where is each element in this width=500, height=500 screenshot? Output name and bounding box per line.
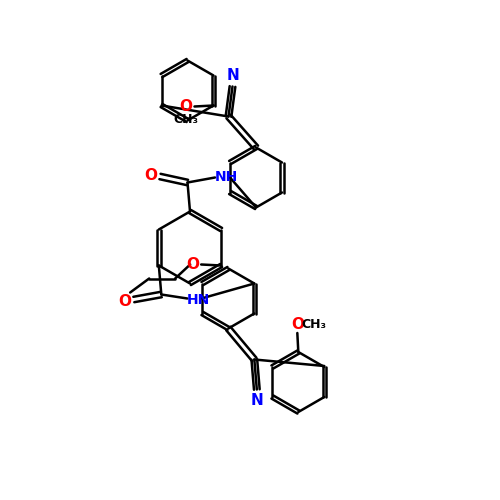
Text: HN: HN xyxy=(186,294,210,308)
Text: O: O xyxy=(180,99,192,114)
Text: CH₃: CH₃ xyxy=(302,318,327,330)
Text: O: O xyxy=(144,168,158,183)
Text: O: O xyxy=(118,294,132,309)
Text: N: N xyxy=(226,68,239,83)
Text: O: O xyxy=(291,316,304,332)
Text: N: N xyxy=(250,393,263,408)
Text: O: O xyxy=(186,256,200,272)
Text: CH₃: CH₃ xyxy=(174,113,199,126)
Text: NH: NH xyxy=(214,170,238,183)
